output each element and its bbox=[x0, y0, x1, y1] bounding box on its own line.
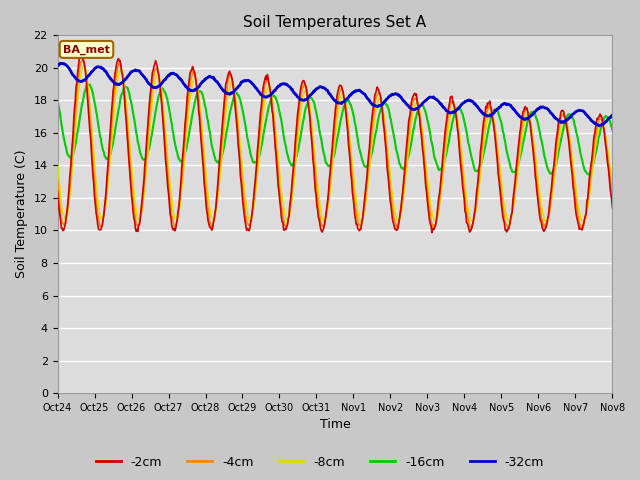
Y-axis label: Soil Temperature (C): Soil Temperature (C) bbox=[15, 150, 28, 278]
Text: BA_met: BA_met bbox=[63, 44, 110, 55]
Legend: -2cm, -4cm, -8cm, -16cm, -32cm: -2cm, -4cm, -8cm, -16cm, -32cm bbox=[91, 451, 549, 474]
Title: Soil Temperatures Set A: Soil Temperatures Set A bbox=[243, 15, 426, 30]
X-axis label: Time: Time bbox=[319, 419, 350, 432]
